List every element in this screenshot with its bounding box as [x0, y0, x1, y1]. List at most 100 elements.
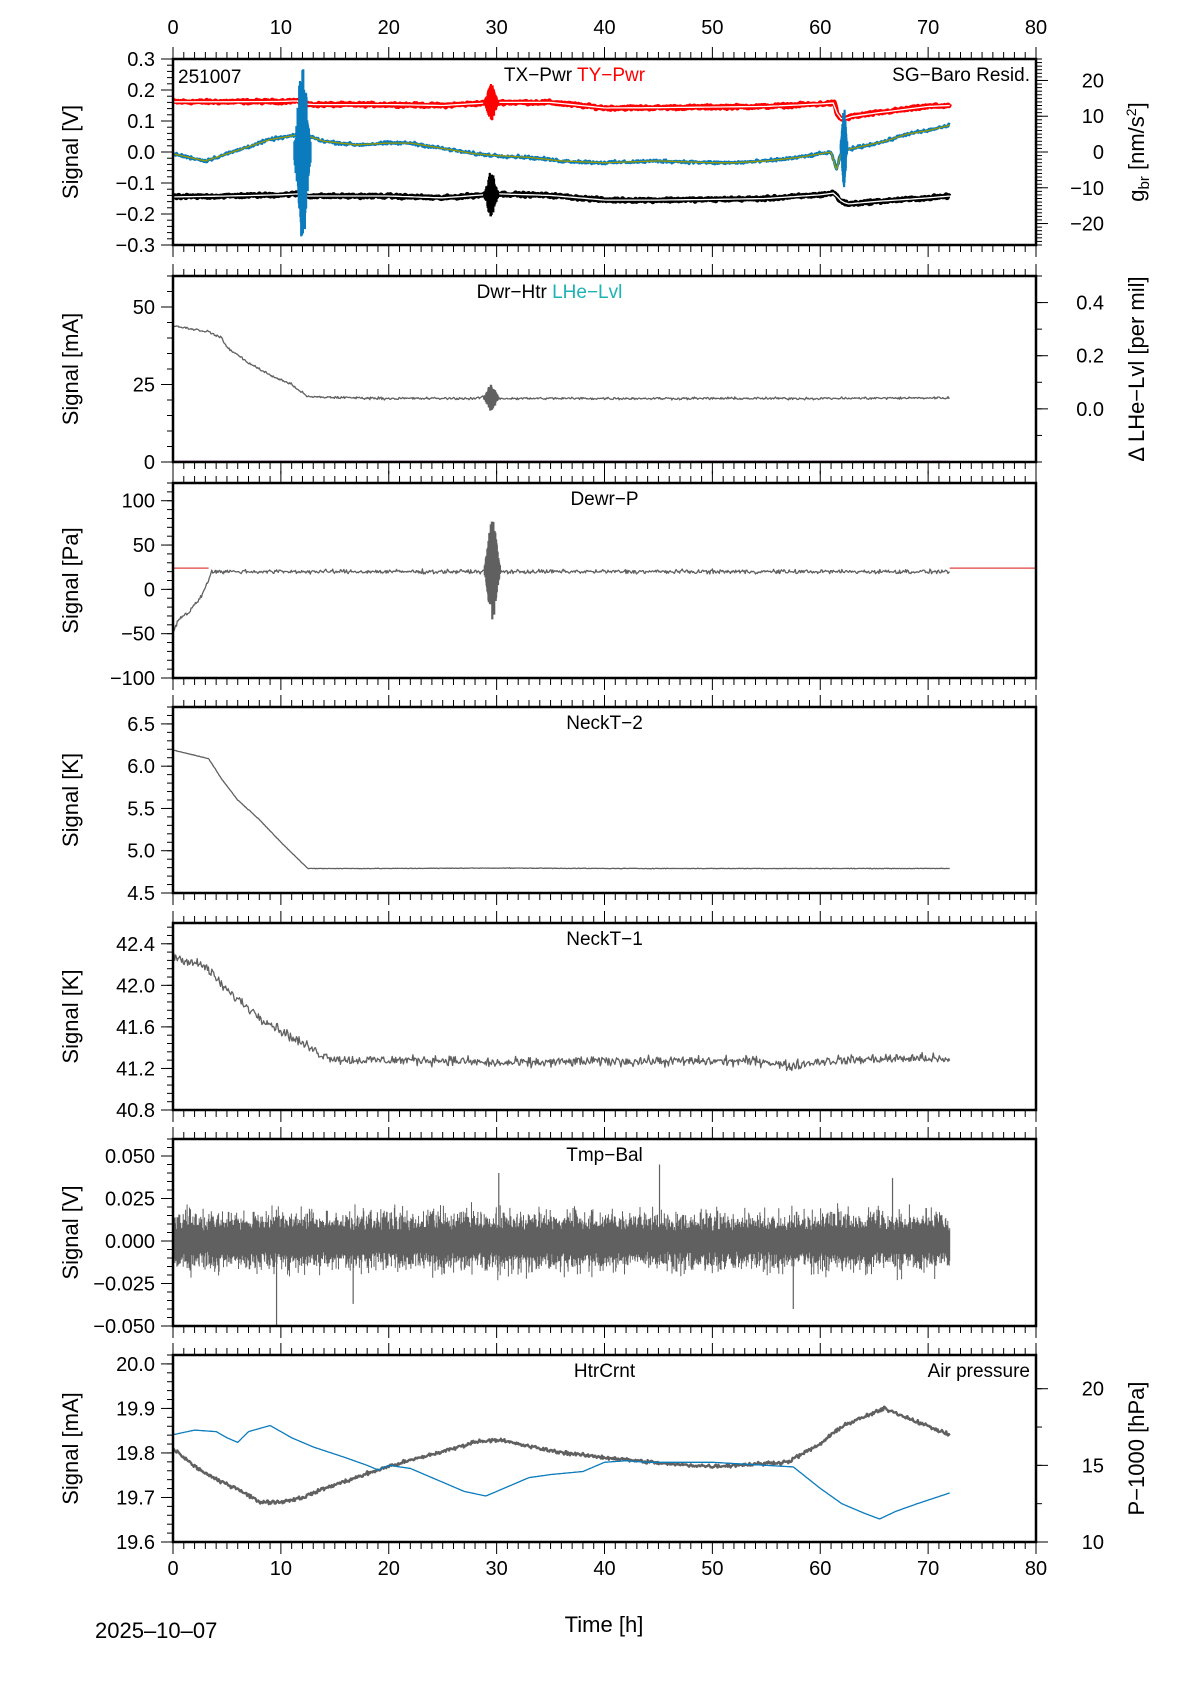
panel-title: Dwr−Htr LHe−Lvl: [477, 282, 623, 303]
plot-area: [173, 952, 951, 1072]
y2-tick-label: 10: [1082, 106, 1104, 128]
x-tick-label: 80: [1025, 1558, 1047, 1580]
y-axis-title: Signal [K]: [58, 969, 83, 1063]
panel-title: Dewr−P: [570, 489, 638, 510]
panel-frame: [171, 481, 1038, 680]
plot-area: [173, 1405, 951, 1520]
x-tick-label: 60: [809, 17, 831, 39]
y2-tick-label: 15: [1082, 1455, 1104, 1477]
y-tick-label: 5.0: [127, 841, 155, 863]
panel-title: NeckT−1: [566, 929, 643, 950]
series-line-neckt-2: [173, 749, 950, 870]
y-tick-label: 0.050: [105, 1146, 155, 1168]
x-tick-label: 20: [378, 17, 400, 39]
y-tick-label: 41.6: [116, 1017, 155, 1039]
y-tick-label: 20.0: [116, 1354, 155, 1376]
y-tick-label: −100: [110, 668, 155, 690]
series-line-dewr-p: [173, 568, 950, 633]
y-tick-label: −0.1: [116, 173, 155, 195]
series-line-tmp-bal: [173, 1202, 951, 1281]
series-line-air-pressure: [173, 1424, 950, 1520]
y-axis-title: Signal [V]: [58, 1185, 83, 1279]
y2-tick-label: 20: [1082, 70, 1104, 92]
y-tick-label: 100: [122, 491, 155, 513]
y-tick-label: 42.0: [116, 975, 155, 997]
y-tick-label: 50: [133, 297, 155, 319]
plot-area: [173, 324, 950, 462]
y2-axis-title: Δ LHe−Lvl [per mil]: [1124, 276, 1149, 461]
y-tick-label: 0.000: [105, 1231, 155, 1253]
panel-neck-t2: 6.5 6.0 5.5 5.0 4.5 Signal [K] NeckT−2: [58, 695, 1038, 905]
y-tick-label: 5.5: [127, 798, 155, 820]
x-tick-label: 40: [593, 17, 615, 39]
y2-tick-label: −10: [1070, 178, 1104, 200]
burst-mark: [483, 172, 500, 217]
panel-frame: [171, 274, 1038, 464]
y-tick-label: 50: [133, 535, 155, 557]
burst-mark: [483, 521, 501, 620]
y2-axis-title: P−1000 [hPa]: [1124, 1382, 1149, 1516]
plot-area: [173, 1164, 951, 1326]
y2-tick-label: −20: [1070, 214, 1104, 236]
plot-area: [173, 749, 950, 870]
y-tick-label: −0.025: [93, 1274, 155, 1296]
x-tick-label: 10: [270, 17, 292, 39]
y-tick-label: 0: [144, 452, 155, 474]
x-tick-label: 70: [917, 17, 939, 39]
y-tick-label: 41.2: [116, 1058, 155, 1080]
y-tick-label: 25: [133, 375, 155, 397]
burst-mark: [293, 69, 312, 237]
x-tick-label: 30: [486, 17, 508, 39]
panel-dewar-pressure: 100 50 0 −50 −100 Signal [Pa] Dewr−P: [58, 471, 1038, 690]
y-tick-label: 19.7: [116, 1487, 155, 1509]
series-line-neckt-1: [173, 952, 951, 1072]
y-tick-label: −50: [121, 624, 155, 646]
y-axis-title: Signal [mA]: [58, 1392, 83, 1505]
x-tick-label: 0: [167, 17, 178, 39]
y-tick-label: 19.9: [116, 1398, 155, 1420]
panel-temperature-balance: 0.050 0.025 0.000 −0.025 −0.050 Signal [V] Tmp…: [58, 1127, 1038, 1338]
x-axis-title: Time [h]: [565, 1612, 644, 1637]
y-axis-title: Signal [Pa]: [58, 527, 83, 633]
plot-area: [173, 521, 1036, 633]
x-tick-label: 10: [270, 1558, 292, 1580]
y-tick-label: 0.3: [127, 49, 155, 71]
panel-frame: [171, 1353, 1038, 1544]
plot-area: [173, 69, 952, 237]
station-code: 251007: [178, 67, 241, 88]
panel-right-label: Air pressure: [928, 1361, 1030, 1382]
x-tick-label: 30: [486, 1558, 508, 1580]
y-tick-label: 40.8: [116, 1100, 155, 1122]
date-label: 2025–10–07: [95, 1618, 217, 1643]
panel-title: TX−Pwr TY−Pwr: [504, 65, 646, 86]
y-axis-title: Signal [K]: [58, 753, 83, 847]
panel-dewar-heater: 50 25 0 Signal [mA] 0.4 0.2 0.0 Δ LHe−Lvl [per …: [58, 264, 1149, 474]
panel-right-label: SG−Baro Resid.: [892, 65, 1030, 86]
series-line-sg-baro-resid-: [173, 122, 951, 171]
burst-mark: [483, 84, 500, 121]
panel-tilt-power: 0 10 20 30 40 50 60 70 80 0.3 0.2 0.1 0.0 −0.1 −0.2 −0.…: [58, 17, 1153, 257]
x-tick-label: 40: [593, 1558, 615, 1580]
x-tick-label: 60: [809, 1558, 831, 1580]
y-tick-label: 0: [144, 579, 155, 601]
y2-tick-label: 10: [1082, 1532, 1104, 1554]
panel-frame: [171, 921, 1038, 1112]
y-tick-label: −0.050: [93, 1316, 155, 1338]
y-tick-label: −0.3: [116, 235, 155, 257]
panel-title: HtrCrnt: [574, 1361, 636, 1382]
panel-heater-current: 0 10 20 30 40 50 60 70 80 20.0 19.9 19.8 19.7 19.6 Sig…: [58, 1343, 1149, 1580]
x-tick-label: 0: [167, 1558, 178, 1580]
series-line-dwr-htr: [173, 324, 950, 401]
y2-tick-label: 0: [1093, 142, 1104, 164]
y-axis-title: Signal [V]: [58, 105, 83, 199]
y-tick-label: 6.5: [127, 714, 155, 736]
x-tick-label: 50: [701, 17, 723, 39]
y2-tick-label: 20: [1082, 1379, 1104, 1401]
y-tick-label: −0.2: [116, 204, 155, 226]
y2-tick-label: 0.2: [1076, 346, 1104, 368]
y-tick-label: 42.4: [116, 934, 155, 956]
y2-axis-title: gbr [nm/s2]: [1123, 102, 1153, 201]
y2-tick-label: 0.4: [1076, 293, 1104, 315]
y-tick-label: 6.0: [127, 756, 155, 778]
